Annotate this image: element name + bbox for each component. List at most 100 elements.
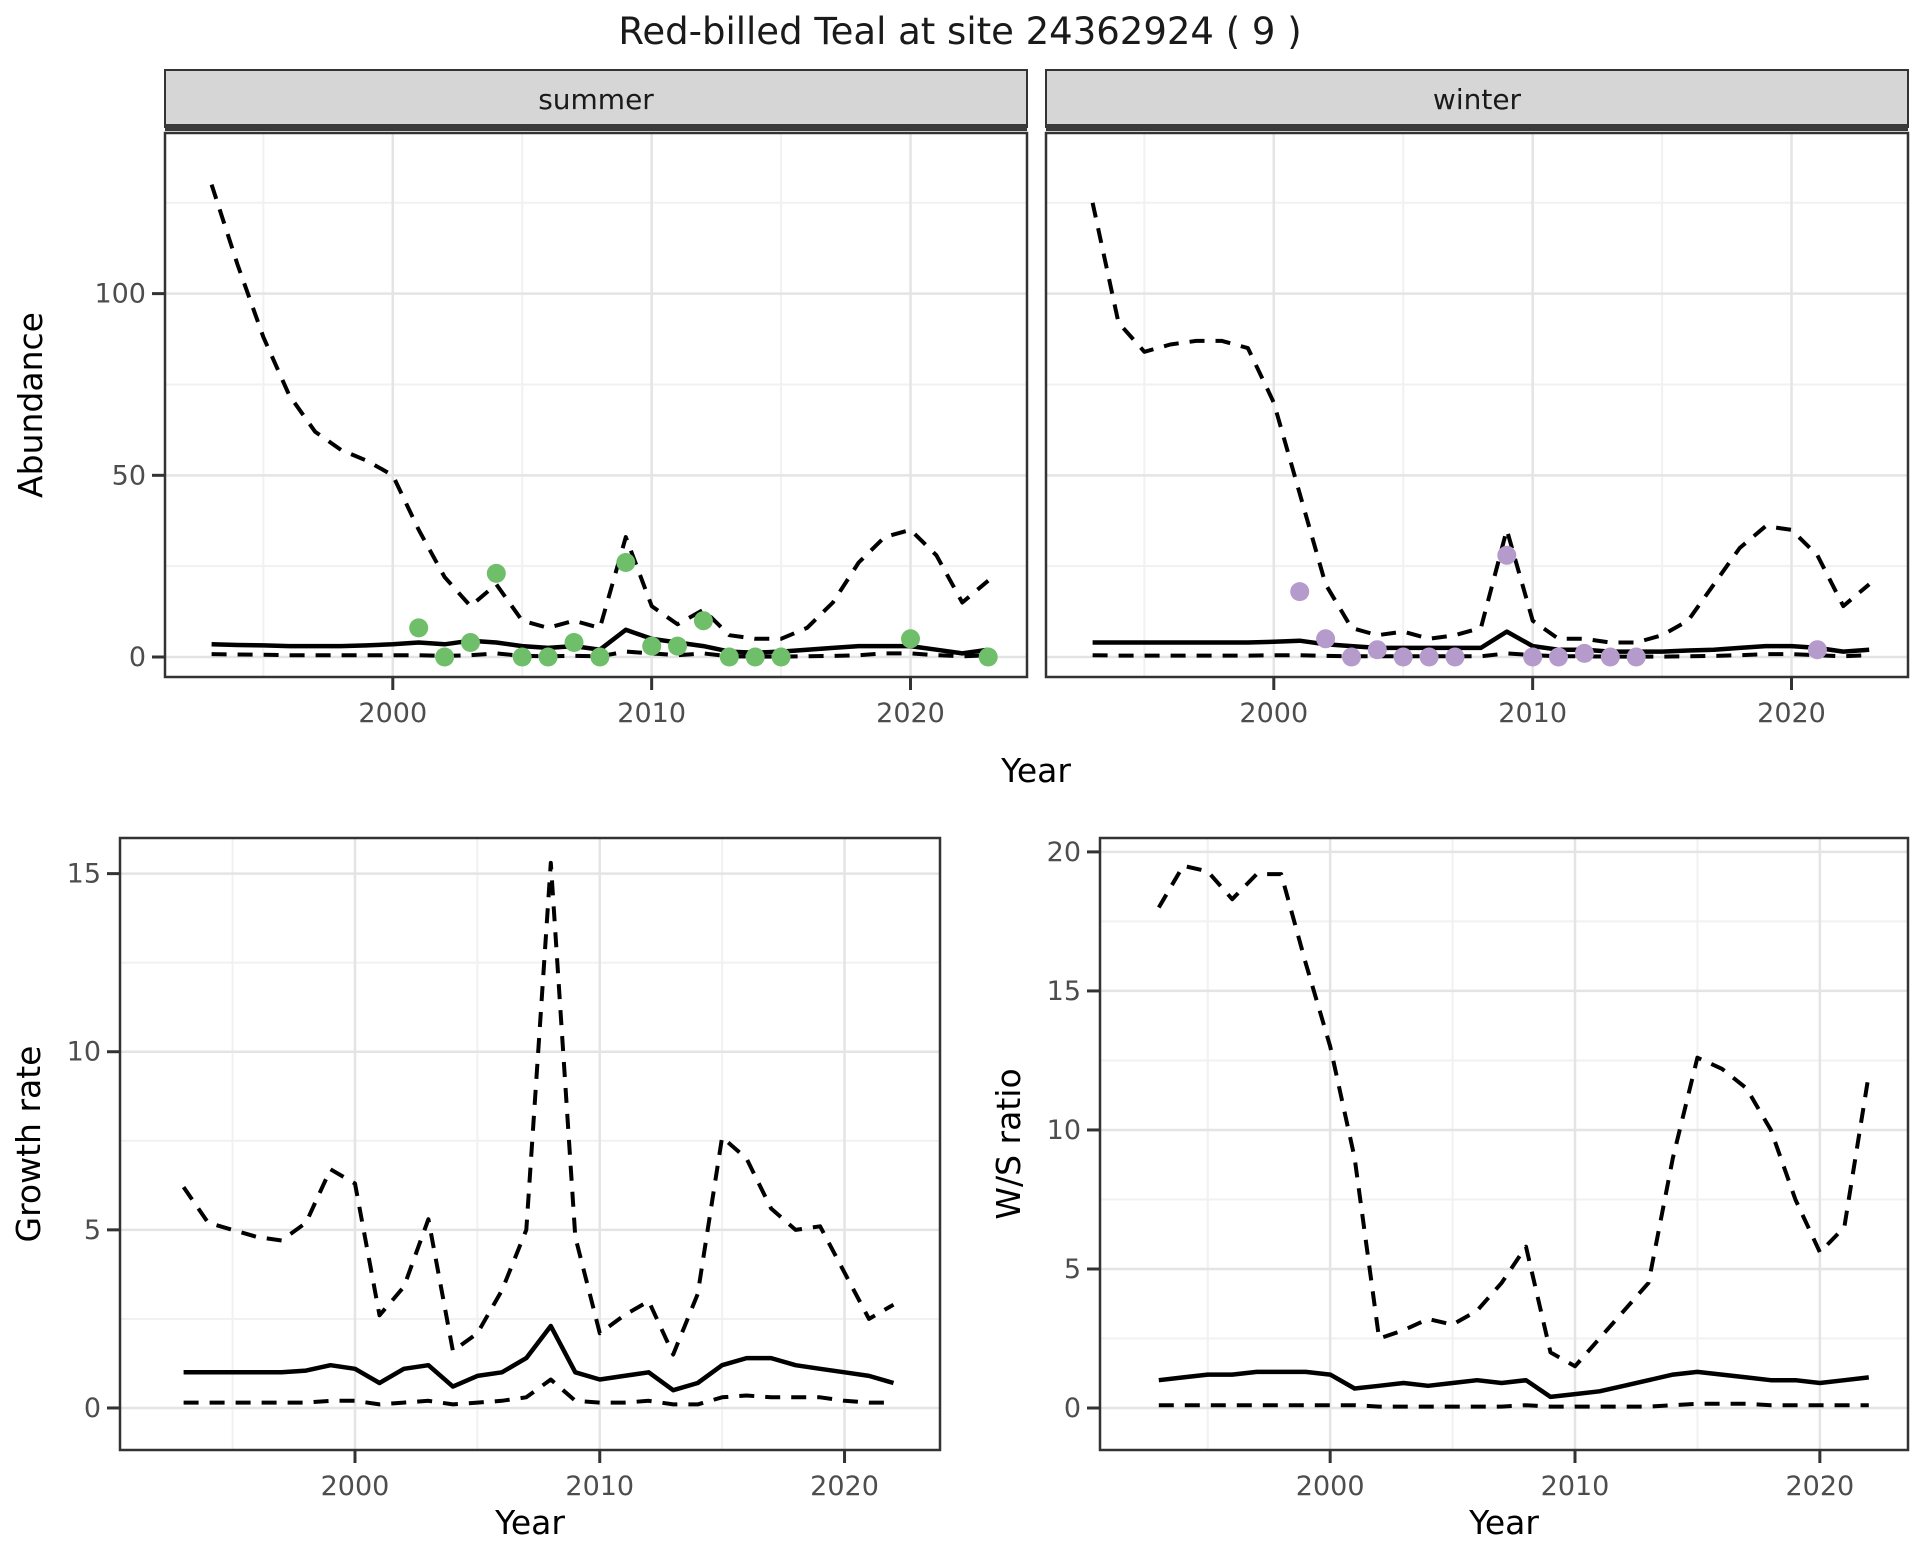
panel-border (118, 836, 942, 1452)
lower_95ci-line (183, 1377, 894, 1407)
data-point (1549, 647, 1568, 667)
data-point (1419, 647, 1439, 667)
y-axis-title-abundance: Abundance (11, 312, 50, 498)
x-tick-label: 2020 (1757, 698, 1826, 729)
data-point (1290, 582, 1310, 602)
data-point (1574, 643, 1594, 663)
data-point (1497, 545, 1517, 565)
gridlines-major (1046, 133, 1908, 677)
data-point (642, 636, 662, 656)
x-tick-label: 2000 (1239, 698, 1308, 729)
x-axis-ticks: 2000 2010 2020 (321, 1450, 879, 1502)
gridlines-major (1100, 838, 1908, 1450)
y-axis-ticks: 0 5 10 15 20 (1047, 837, 1100, 1424)
panel-ws-ratio: 2000 2010 2020 0 5 10 15 20 (1047, 836, 1910, 1502)
upper_95ci-line (181, 860, 895, 1357)
panel-growth-rate: 2000 2010 2020 0 5 10 15 (67, 836, 942, 1502)
observed-points (409, 553, 998, 667)
facet-strip-winter: winter (1045, 69, 1909, 131)
panel-abundance-summer: 2000 2010 2020 0 50 100 (94, 131, 1029, 729)
data-point (538, 647, 558, 667)
median-line (1092, 629, 1870, 654)
data-point (771, 647, 791, 667)
data-point (409, 618, 429, 638)
data-point (668, 636, 687, 656)
data-point (564, 633, 584, 652)
lower_95ci-line (1158, 1401, 1869, 1409)
median-line (1158, 1369, 1870, 1400)
y-tick-label: 50 (112, 460, 146, 491)
data-point (1316, 629, 1336, 649)
data-point (590, 647, 610, 667)
x-tick-label: 2010 (565, 1471, 634, 1502)
data-point (978, 647, 998, 667)
x-tick-label: 2000 (321, 1471, 390, 1502)
x-axis-title-year-bottom-left: Year (494, 1503, 565, 1542)
y-axis-ticks: 0 5 10 15 (67, 859, 120, 1424)
upper_95ci-line (209, 183, 990, 641)
data-point (616, 553, 636, 572)
x-axis-ticks: 2000 2010 2020 (1296, 1450, 1854, 1502)
y-tick-label: 15 (1047, 976, 1081, 1007)
facet-strip-winter-label: winter (1433, 83, 1522, 116)
panel-border (1098, 836, 1910, 1452)
x-axis-ticks: 2000 2010 2020 (1239, 677, 1826, 729)
y-tick-label: 0 (1064, 1393, 1081, 1424)
x-tick-label: 2020 (810, 1471, 879, 1502)
x-tick-label: 2010 (617, 698, 686, 729)
figure-title: Red-billed Teal at site 24362924 ( 9 ) (618, 10, 1301, 53)
data-point (719, 647, 739, 667)
y-tick-label: 10 (1047, 1115, 1081, 1146)
gridlines-minor (1046, 133, 1908, 677)
panel-border (163, 131, 1029, 679)
data-point (1342, 647, 1361, 667)
x-tick-label: 2000 (1296, 1471, 1365, 1502)
x-axis-title-year-top: Year (1000, 751, 1071, 790)
x-tick-label: 2020 (1785, 1471, 1854, 1502)
y-tick-label: 20 (1047, 837, 1081, 868)
x-tick-label: 2020 (876, 698, 945, 729)
data-point (435, 647, 455, 667)
data-point (1600, 647, 1620, 667)
data-point (461, 633, 480, 652)
panel-border (1044, 131, 1910, 679)
y-tick-label: 10 (67, 1037, 101, 1068)
gridlines-major (120, 838, 940, 1450)
median-line (183, 1323, 895, 1393)
x-tick-label: 2010 (1541, 1471, 1610, 1502)
gridlines-minor (165, 133, 1027, 677)
y-tick-label: 0 (84, 1393, 101, 1424)
data-point (1626, 647, 1646, 667)
y-axis-title-ws-ratio: W/S ratio (989, 1068, 1028, 1219)
data-point (1523, 647, 1543, 667)
facet-strip-summer-label: summer (538, 83, 654, 116)
observed-points (1290, 545, 1827, 667)
upper_95ci-line (1157, 863, 1871, 1369)
y-tick-label: 0 (129, 642, 146, 673)
y-tick-label: 15 (67, 859, 101, 890)
y-tick-label: 100 (94, 279, 146, 310)
panel-abundance-winter: 2000 2010 2020 (1044, 131, 1910, 729)
data-point (486, 563, 506, 583)
upper_95ci-line (1090, 202, 1871, 645)
gridlines-minor (1100, 838, 1908, 1450)
data-point (512, 647, 532, 667)
y-axis-title-growth-rate: Growth rate (9, 1046, 48, 1243)
x-axis-title-year-bottom-right: Year (1468, 1503, 1539, 1542)
data-point (1367, 640, 1387, 660)
x-axis-ticks: 2000 2010 2020 (358, 677, 945, 729)
x-tick-label: 2000 (358, 698, 427, 729)
data-point (745, 647, 765, 667)
data-point (1807, 640, 1827, 660)
data-point (693, 611, 713, 631)
y-axis-ticks: 0 50 100 (94, 279, 165, 673)
data-point (1445, 647, 1465, 667)
x-tick-label: 2010 (1498, 698, 1567, 729)
data-point (901, 629, 920, 649)
y-tick-label: 5 (1064, 1254, 1081, 1285)
facet-strip-summer: summer (164, 69, 1028, 131)
y-tick-label: 5 (84, 1215, 101, 1246)
data-point (1393, 647, 1413, 667)
